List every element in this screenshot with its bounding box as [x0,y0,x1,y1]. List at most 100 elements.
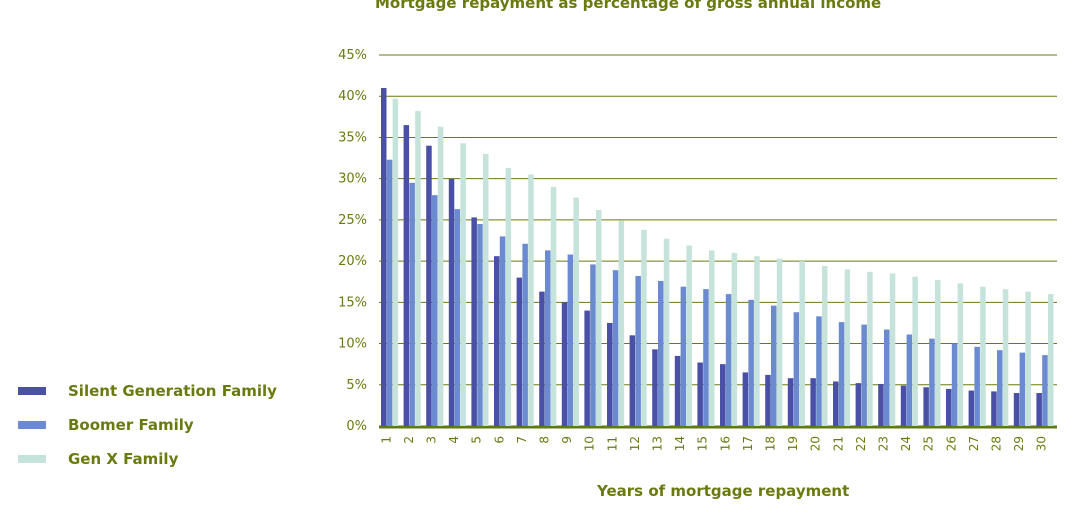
x-tick-label: 21 [831,436,845,451]
bar-silent-generation-family-3 [426,145,432,426]
x-tick-label: 15 [696,436,710,451]
x-tick-label: 12 [628,436,642,451]
bar-boomer-family-15 [703,289,709,426]
bar-silent-generation-family-29 [1013,393,1020,426]
bar-silent-generation-family-7 [516,277,523,426]
legend-swatch-silent [18,387,46,395]
bar-gen-x-family-19 [799,261,805,426]
bar-boomer-family-14 [680,286,687,426]
bar-silent-generation-family-16 [720,364,726,426]
bar-gen-x-family-7 [528,174,534,426]
bar-gen-x-family-8 [550,186,557,426]
bar-silent-generation-family-19 [787,378,794,426]
bar-gen-x-family-5 [483,153,489,426]
x-tick-label: 19 [786,436,800,451]
bar-boomer-family-20 [816,316,822,426]
bar-boomer-family-2 [409,182,415,426]
bar-boomer-family-17 [748,299,754,426]
y-tick-label: 0% [346,419,367,434]
bar-boomer-family-5 [477,224,483,426]
bar-boomer-family-6 [499,236,506,426]
x-tick-label: 2 [402,436,416,444]
bar-gen-x-family-22 [867,271,873,426]
bar-gen-x-family-18 [776,258,783,426]
bar-silent-generation-family-9 [561,302,568,426]
gridlines [379,54,1057,429]
legend-swatch-genx [18,455,46,463]
x-tick-label: 14 [673,436,687,451]
bar-silent-generation-family-25 [923,387,929,426]
bar-silent-generation-family-23 [878,383,884,426]
bar-gen-x-family-11 [618,220,625,426]
legend: Silent Generation Family Boomer Family G… [18,374,277,476]
x-axis-label: Years of mortgage repayment [597,482,850,500]
bar-silent-generation-family-13 [652,349,658,426]
bar-silent-generation-family-22 [855,383,862,426]
bar-boomer-family-29 [1019,352,1026,426]
y-tick-label: 15% [338,295,367,310]
bar-gen-x-family-12 [641,229,647,426]
y-axis-ticks: 0% 5% 10% 15% 20% 25% 30% 35% 40% 45% [338,48,367,434]
bar-silent-generation-family-17 [742,372,749,426]
y-tick-label: 35% [338,130,367,145]
bar-boomer-family-24 [906,334,913,426]
x-tick-label: 16 [718,436,732,451]
bar-silent-generation-family-24 [900,385,907,426]
bar-silent-generation-family-28 [991,391,997,426]
bar-silent-generation-family-15 [697,362,703,426]
bar-boomer-family-1 [386,159,393,426]
y-tick-label: 40% [338,89,367,104]
legend-item-genx: Gen X Family [18,442,277,476]
bar-gen-x-family-16 [731,252,738,426]
bar-silent-generation-family-21 [833,381,839,426]
bar-silent-generation-family-20 [810,378,816,426]
bar-gen-x-family-25 [935,280,941,426]
bar-gen-x-family-6 [505,167,512,426]
bar-gen-x-family-28 [1002,289,1009,426]
bar-boomer-family-16 [725,294,732,426]
x-tick-label: 11 [605,436,619,451]
bar-gen-x-family-9 [573,197,579,426]
bar-boomer-family-7 [522,243,528,426]
bar-boomer-family-22 [861,324,867,426]
bar-silent-generation-family-6 [494,256,500,426]
x-tick-label: 10 [583,436,597,451]
bar-gen-x-family-15 [709,250,715,426]
bar-gen-x-family-30 [1048,294,1054,426]
bar-boomer-family-23 [884,329,890,426]
x-tick-label: 1 [379,436,393,444]
bar-silent-generation-family-30 [1036,393,1042,426]
bar-boomer-family-27 [974,346,980,426]
legend-item-silent: Silent Generation Family [18,374,277,408]
bars [381,87,1054,427]
chart-title: Mortgage repayment as percentage of gros… [375,0,882,12]
bar-boomer-family-10 [590,264,596,426]
bar-gen-x-family-14 [686,245,692,426]
y-tick-label: 10% [338,337,367,352]
bar-boomer-family-30 [1042,355,1048,426]
x-tick-label: 5 [470,436,484,444]
x-tick-label: 30 [1035,436,1049,451]
bar-boomer-family-28 [997,350,1003,426]
bar-boomer-family-3 [432,195,438,426]
x-tick-label: 29 [1012,436,1026,451]
bar-silent-generation-family-8 [539,291,545,426]
bar-silent-generation-family-26 [946,388,952,426]
bar-silent-generation-family-10 [584,310,590,426]
legend-label-boomer: Boomer Family [68,416,194,434]
y-tick-label: 45% [338,48,367,63]
bar-boomer-family-11 [612,270,619,426]
x-tick-label: 8 [538,436,552,444]
bar-boomer-family-12 [635,275,641,426]
x-tick-label: 3 [425,436,439,444]
legend-swatch-boomer [18,421,46,429]
bar-boomer-family-18 [771,305,777,426]
bar-gen-x-family-1 [392,98,399,426]
bar-boomer-family-25 [929,338,935,426]
x-axis-ticks: 1 2 3 4 5 6 7 8 9 10 11 12 13 14 15 16 17 18 19 20 21 22 23 24 2… [379,436,1048,451]
x-tick-label: 25 [922,436,936,451]
y-tick-label: 5% [346,378,367,393]
bar-gen-x-family-3 [437,126,444,426]
bar-boomer-family-8 [545,250,551,426]
